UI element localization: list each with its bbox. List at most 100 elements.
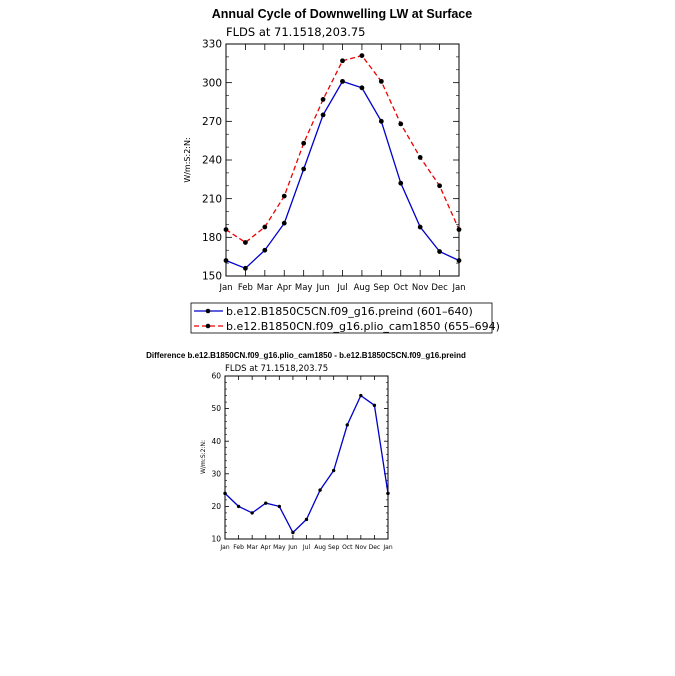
x-tick-label: May (295, 283, 313, 293)
data-point (372, 403, 377, 408)
data-point (277, 504, 282, 509)
data-point (456, 227, 462, 233)
chart2-subtitle: FLDS at 71.1518,203.75 (225, 364, 328, 374)
chart1-plot-frame (225, 43, 460, 277)
data-point (456, 258, 462, 263)
data-point (318, 488, 322, 492)
y-tick-label: 150 (202, 271, 222, 283)
data-point (437, 183, 442, 189)
x-tick-label: Aug (354, 283, 371, 293)
legend-label-preind: b.e12.B1850C5CN.f09_g16.preind (601–640) (226, 305, 473, 318)
data-point (398, 121, 404, 127)
data-point (359, 53, 365, 58)
x-tick-label: Jul (336, 283, 347, 293)
x-tick-label: Aug (314, 544, 326, 551)
chart1-legend-box (190, 302, 493, 334)
data-point (345, 423, 349, 427)
chart2-series-group (223, 393, 390, 535)
data-point (262, 247, 268, 253)
data-point (304, 517, 309, 522)
data-point (359, 393, 363, 398)
x-tick-label: Feb (233, 544, 244, 551)
y-tick-label: 10 (211, 535, 221, 544)
chart2-y-axis-label: W/m:S:2:N: (200, 440, 207, 474)
data-point (301, 140, 307, 146)
chart1-title: Annual Cycle of Downwelling LW at Surfac… (212, 7, 472, 21)
x-tick-label: Sep (328, 544, 340, 551)
x-tick-label: Nov (355, 544, 367, 551)
x-tick-label: May (273, 544, 286, 551)
y-tick-label: 50 (211, 404, 221, 413)
data-point (264, 501, 268, 505)
legend-marker-plio (205, 323, 211, 329)
data-point (236, 504, 241, 509)
y-tick-label: 240 (202, 155, 222, 167)
data-point (223, 491, 227, 496)
y-tick-label: 330 (202, 39, 222, 51)
series-line-0 (225, 80, 460, 270)
x-tick-label: Jan (218, 283, 232, 293)
y-tick-label: 180 (202, 232, 222, 244)
x-tick-label: Dec (369, 544, 381, 551)
chart1-legend: b.e12.B1850C5CN.f09_g16.preind (601–640)… (190, 302, 500, 334)
x-tick-label: Apr (277, 283, 292, 293)
data-point (223, 258, 229, 263)
y-tick-label: 30 (211, 469, 221, 478)
data-point (243, 240, 248, 245)
x-tick-label: Feb (238, 283, 253, 293)
data-point (378, 118, 384, 124)
data-point (281, 220, 287, 226)
data-point (398, 180, 404, 186)
data-point (291, 530, 295, 535)
y-tick-label: 270 (202, 116, 222, 128)
x-tick-label: Oct (393, 283, 408, 293)
x-tick-label: Jun (287, 544, 298, 551)
y-tick-label: 20 (211, 502, 221, 511)
data-point (417, 155, 423, 160)
chart2-x-ticks: Jan Feb Mar Apr May Jun Jul Aug Sep Oct Nov Dec Jan (219, 376, 393, 551)
x-tick-label: Sep (373, 283, 389, 293)
x-tick-label: Mar (247, 544, 259, 551)
chart1-y-ticks: 150 180 210 240 270 300 330 (202, 39, 459, 283)
x-tick-label: Jan (451, 283, 465, 293)
y-tick-label: 300 (202, 77, 222, 89)
x-tick-label: Jan (382, 544, 392, 551)
data-point (437, 249, 442, 254)
legend-label-plio: b.e12.B1850CN.f09_g16.plio_cam1850 (655–… (226, 320, 500, 333)
data-point (223, 227, 229, 233)
data-point (340, 78, 345, 84)
data-point (386, 491, 390, 496)
series-line-0 (224, 394, 389, 534)
data-point (281, 193, 287, 199)
data-point (378, 78, 384, 84)
x-tick-label: Oct (342, 544, 353, 551)
chart2-title: Difference b.e12.B1850CN.f09_g16.plio_ca… (146, 351, 466, 360)
legend-marker-preind (205, 308, 211, 314)
data-point (301, 166, 307, 172)
chart2-y-ticks: 10 20 30 40 50 60 (211, 372, 388, 544)
difference-chart: Difference b.e12.B1850CN.f09_g16.plio_ca… (146, 351, 466, 551)
data-point (417, 224, 423, 230)
data-point (320, 97, 326, 102)
chart1-x-ticks: Jan Feb Mar Apr May Jun Jul Aug Sep Oct Nov Dec Jan (218, 44, 466, 293)
x-tick-label: Jul (302, 544, 311, 551)
x-tick-label: Mar (257, 283, 274, 293)
data-point (243, 265, 248, 271)
x-tick-label: Jun (315, 283, 329, 293)
y-tick-label: 40 (211, 437, 221, 446)
data-point (359, 85, 365, 91)
annual-cycle-chart: Annual Cycle of Downwelling LW at Surfac… (183, 7, 500, 334)
y-tick-label: 210 (202, 193, 222, 205)
x-tick-label: Nov (412, 283, 429, 293)
chart1-series-group (223, 53, 462, 271)
x-tick-label: Jan (219, 544, 229, 551)
data-point (320, 112, 326, 118)
y-tick-label: 60 (211, 372, 221, 381)
x-tick-label: Dec (431, 283, 448, 293)
data-point (331, 468, 336, 473)
data-point (250, 511, 254, 515)
data-point (262, 224, 268, 230)
data-point (340, 58, 345, 64)
chart1-y-axis-label: W/m:S:2:N: (183, 137, 192, 182)
